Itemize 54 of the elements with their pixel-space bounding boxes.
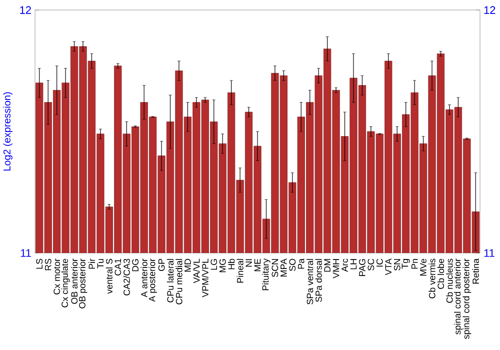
y2-tick-label: 12 <box>484 6 496 14</box>
x-tick-label: RS <box>44 258 52 270</box>
x-tick-label: VMH <box>332 259 340 278</box>
x-tick-label: LH <box>350 259 357 270</box>
x-tick-label: IC <box>376 258 383 267</box>
x-tick-label: ventral S <box>106 258 112 294</box>
x-tick-label: A posterior <box>148 258 157 302</box>
x-tick-label: Cx motor <box>54 258 60 294</box>
y-axis-title: Log2 (expression) <box>3 92 12 171</box>
x-tick-label: SCN <box>272 259 278 277</box>
x-tick-label: spinal cord posterior <box>462 258 472 339</box>
x-tick-label: SC <box>368 258 374 270</box>
x-tick-label: ME <box>254 258 261 272</box>
x-tick-label: MVe <box>420 258 426 276</box>
y2-tick-label: 11 <box>484 249 494 257</box>
x-tick-label: VA/VL <box>193 258 200 284</box>
x-tick-label: Pn <box>411 259 418 269</box>
x-tick-label: VTA <box>385 258 392 276</box>
x-tick-label: VPM/VPL <box>202 258 208 298</box>
x-tick-label: Pir <box>88 258 95 269</box>
x-tick-label: spinal cord anterior <box>454 258 462 334</box>
x-tick-label: LG <box>210 259 218 270</box>
x-tick-label: DM <box>324 259 330 272</box>
x-tick-label: SPa dorsal <box>315 259 322 302</box>
x-tick-label: SO <box>289 258 296 271</box>
x-tick-label: MD <box>184 258 191 272</box>
x-tick-label: Cb vermis <box>428 258 436 298</box>
x-tick-label: Hb <box>228 258 235 270</box>
x-tick-label: PAG <box>359 259 366 276</box>
x-tick-label: MG <box>219 259 226 272</box>
x-tick-label: SPa ventral <box>306 259 314 304</box>
x-tick-label: Pa <box>298 258 304 269</box>
x-tick-label: NI <box>246 259 252 267</box>
x-tick-label: DG <box>132 259 139 272</box>
x-tick-label: SN <box>394 259 400 270</box>
x-tick-label: CA1 <box>114 258 122 276</box>
x-tick-label: Tu <box>97 259 104 268</box>
x-tick-label: CPu lateral <box>166 259 174 302</box>
x-tick-label: A anterior <box>140 258 148 298</box>
x-tick-label: CPu medial <box>176 259 182 304</box>
x-tick-label: GP <box>158 258 165 271</box>
x-tick-label: MPA <box>280 258 287 276</box>
x-tick-label: Tg <box>402 259 410 269</box>
x-tick-label: Retina <box>472 258 479 284</box>
x-tick-label: OB posterior <box>78 258 88 308</box>
x-tick-label: LS <box>36 258 43 269</box>
x-tick-label: CA2/CA3 <box>123 258 130 296</box>
x-tick-label: OB anterior <box>70 258 78 304</box>
x-tick-label: Pineal <box>236 259 244 283</box>
x-tick-label: Cb lobe <box>437 258 444 289</box>
x-tick-label: Pituitary <box>262 258 270 290</box>
x-tick-label: Cx cingulate <box>61 258 70 308</box>
x-tick-label: Arc <box>342 258 348 272</box>
x-tick-label: Cb nucleus <box>446 258 453 303</box>
